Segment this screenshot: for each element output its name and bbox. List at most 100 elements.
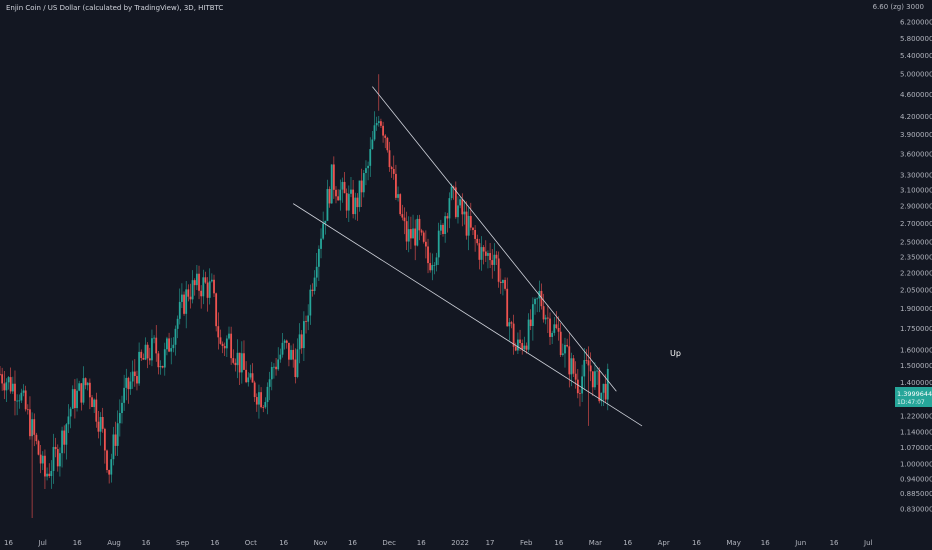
candle-body xyxy=(110,459,113,475)
candle-body xyxy=(200,290,203,297)
candle-body xyxy=(358,180,361,208)
candle-body xyxy=(442,224,444,234)
price-tick-label: 2.7000000000 xyxy=(900,220,932,228)
candle-body xyxy=(260,392,262,408)
candle-body xyxy=(288,342,290,360)
candle-body xyxy=(529,319,532,327)
candle-body xyxy=(123,387,126,403)
candle-body xyxy=(243,353,245,370)
candle-body xyxy=(223,345,226,349)
price-tick-label: 1.1400000000 xyxy=(900,429,932,437)
annotation-up[interactable]: Up xyxy=(670,349,681,358)
candle-body xyxy=(332,164,335,190)
price-tick-label: 3.3000000000 xyxy=(900,171,932,179)
candle-body xyxy=(144,344,147,360)
candle-body xyxy=(264,402,267,408)
candle-body xyxy=(461,199,464,215)
candle-body xyxy=(399,194,402,215)
candle-body xyxy=(114,434,117,446)
candle-body xyxy=(448,198,451,219)
candle-body xyxy=(236,352,239,366)
candle-body xyxy=(502,279,504,283)
candle-body xyxy=(159,366,162,368)
candle-body xyxy=(589,365,592,372)
time-tick-label: 16 xyxy=(348,539,357,547)
candle-body xyxy=(174,328,177,345)
candle-body xyxy=(367,165,369,169)
candle-body xyxy=(519,339,521,344)
candle-body xyxy=(583,360,586,377)
candle-body xyxy=(1,374,4,384)
candle-body xyxy=(240,353,243,373)
candle-body xyxy=(407,229,410,242)
time-tick-label: Jun xyxy=(794,539,806,547)
candle-body xyxy=(93,399,96,408)
candle-body xyxy=(386,137,389,151)
candle-body xyxy=(341,181,344,190)
candle-body xyxy=(78,383,81,391)
candle-body xyxy=(176,318,179,329)
candle-body xyxy=(356,197,359,208)
candle-body xyxy=(553,324,556,333)
price-tick-label: 2.9000000000 xyxy=(900,203,932,211)
candle-body xyxy=(285,340,288,343)
candle-body xyxy=(279,354,282,360)
candle-body xyxy=(506,288,509,327)
price-tick-label: 2.5000000000 xyxy=(900,239,932,247)
candle-body xyxy=(232,358,235,363)
candle-body xyxy=(65,424,68,445)
candle-body xyxy=(324,220,327,224)
time-tick-label: 17 xyxy=(486,539,495,547)
candle-body xyxy=(403,217,406,222)
candle-body xyxy=(37,441,40,455)
candle-body xyxy=(581,376,584,394)
candle-body xyxy=(540,290,543,307)
candle-body xyxy=(24,390,27,410)
price-tick-label: 1.6000000000 xyxy=(900,347,932,355)
candle-body xyxy=(50,470,53,477)
price-tick-label: 5.4000000000 xyxy=(900,52,932,60)
candle-body xyxy=(395,173,397,198)
time-axis[interactable]: 16 Jul 16 Aug 16 Sep 16 Oct 16 Nov 16 Dec 16 2022 17 Fe… xyxy=(4,539,873,547)
candle-body xyxy=(555,324,558,329)
candle-body xyxy=(523,345,526,350)
candle-body xyxy=(450,186,453,199)
time-tick-label: Dec xyxy=(382,539,396,547)
trendline[interactable] xyxy=(292,203,643,427)
candle-body xyxy=(118,413,121,424)
price-tick-label: 2.3500000000 xyxy=(900,254,932,262)
candle-body xyxy=(579,393,581,394)
candle-body xyxy=(549,318,551,337)
price-tick-label: 0.8850000000 xyxy=(900,490,932,498)
candle-body xyxy=(328,189,331,204)
price-axis[interactable]: 6.2000000000 5.8000000000 5.4000000000 5.00… xyxy=(900,19,932,514)
candle-body xyxy=(275,366,277,370)
candle-body xyxy=(347,193,350,211)
candle-body xyxy=(531,304,534,327)
trendline[interactable] xyxy=(372,86,617,392)
candle-body xyxy=(422,232,425,242)
current-price-badge-bg xyxy=(895,387,932,407)
candle-body xyxy=(598,370,601,402)
candle-body xyxy=(315,266,318,278)
candle-body xyxy=(14,383,16,401)
candle-body xyxy=(491,260,494,265)
candle-body xyxy=(255,397,258,405)
candle-body xyxy=(412,228,414,239)
candle-body xyxy=(572,358,575,374)
time-tick-label: Jul xyxy=(37,539,47,547)
candle-body xyxy=(76,390,78,409)
candle-body xyxy=(313,277,316,292)
price-tick-label: 1.2200000000 xyxy=(900,412,932,420)
candle-body xyxy=(155,337,158,354)
candle-body xyxy=(602,383,605,393)
candle-body xyxy=(251,373,254,383)
candle-body xyxy=(277,359,280,370)
candle-body xyxy=(392,168,395,174)
candle-body xyxy=(106,450,108,471)
price-tick-label: 1.4000000000 xyxy=(900,379,932,387)
candle-body xyxy=(112,434,115,460)
candle-body xyxy=(587,360,590,366)
